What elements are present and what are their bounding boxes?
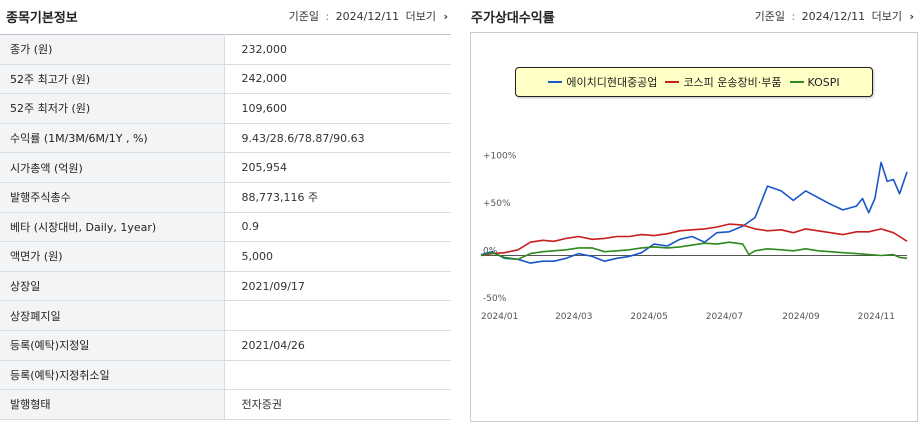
row-label: 발행형태 — [0, 389, 225, 420]
table-row: 액면가 (원) 5,000 — [0, 241, 451, 272]
chevron-right-icon[interactable]: › — [909, 10, 914, 23]
row-value — [224, 360, 451, 391]
row-label: 베타 (시장대비, Daily, 1year) — [0, 212, 225, 243]
legend-swatch — [665, 81, 680, 83]
row-value: 242,000 — [224, 64, 451, 95]
reference-date-separator: : — [791, 10, 796, 23]
y-tick-label: +100% — [483, 152, 517, 162]
table-row: 상장일 2021/09/17 — [0, 271, 451, 302]
table-row: 등록(예탁)지정취소일 — [0, 360, 451, 391]
row-value: 전자증권 — [224, 389, 451, 420]
x-tick-label: 2024/11 — [858, 312, 895, 322]
legend-item: KOSPI — [789, 75, 840, 89]
row-label: 등록(예탁)지정취소일 — [0, 360, 225, 391]
panel-header: 종목기본정보 기준일 : 2024/12/11 더보기 › — [0, 0, 452, 30]
reference-date: 기준일 : 2024/12/11 더보기 › — [755, 8, 914, 24]
row-label: 등록(예탁)지정일 — [0, 330, 225, 361]
row-value: 2021/04/26 — [224, 330, 451, 361]
panel-header: 주가상대수익률 기준일 : 2024/12/11 더보기 › — [470, 0, 918, 30]
row-label: 52주 최저가 (원) — [0, 93, 225, 124]
more-link[interactable]: 더보기 — [871, 10, 902, 23]
x-tick-label: 2024/09 — [782, 312, 820, 322]
legend-swatch — [789, 81, 804, 83]
legend-swatch — [548, 81, 563, 83]
row-label: 발행주식총수 — [0, 182, 225, 213]
row-label: 시가총액 (억원) — [0, 152, 225, 183]
row-label: 액면가 (원) — [0, 241, 225, 272]
panel-title: 종목기본정보 — [6, 11, 78, 26]
table-row: 발행주식총수 88,773,116 주 — [0, 182, 451, 213]
table-row: 시가총액 (억원) 205,954 — [0, 152, 451, 183]
reference-date-separator: : — [325, 10, 330, 23]
table-row: 베타 (시장대비, Daily, 1year) 0.9 — [0, 212, 451, 243]
row-label: 상장폐지일 — [0, 300, 225, 331]
y-tick-label: -50% — [483, 294, 507, 304]
table-row: 등록(예탁)지정일 2021/04/26 — [0, 330, 451, 361]
table-row: 52주 최고가 (원) 242,000 — [0, 64, 451, 95]
row-label: 상장일 — [0, 271, 225, 302]
reference-date-value: 2024/12/11 — [335, 10, 400, 23]
x-tick-label: 2024/07 — [706, 312, 743, 322]
legend-item: 코스피 운송장비·부품 — [665, 74, 782, 90]
table-row: 수익률 (1M/3M/6M/1Y , %) 9.43/28.6/78.87/90.… — [0, 123, 451, 154]
row-value: 109,600 — [224, 93, 451, 124]
panel-title: 주가상대수익률 — [471, 11, 555, 26]
table-row: 52주 최저가 (원) 109,600 — [0, 93, 451, 124]
row-value: 205,954 — [224, 152, 451, 183]
series-line-2 — [480, 241, 908, 261]
y-tick-label: +50% — [483, 199, 511, 209]
x-tick-label: 2024/05 — [630, 312, 667, 322]
table-row: 상장폐지일 — [0, 300, 451, 331]
chart-legend: 에이치디현대중공업 코스피 운송장비·부품 KOSPI — [515, 67, 873, 97]
row-value: 9.43/28.6/78.87/90.63 — [224, 123, 451, 154]
row-value: 88,773,116 주 — [224, 182, 451, 213]
table-row: 종가 (원) 232,000 — [0, 34, 451, 65]
row-value — [224, 300, 451, 331]
series-line-1 — [480, 223, 908, 257]
row-label: 수익률 (1M/3M/6M/1Y , %) — [0, 123, 225, 154]
row-label: 종가 (원) — [0, 34, 225, 65]
legend-item: 에이치디현대중공업 — [548, 74, 657, 90]
x-tick-label: 2024/01 — [481, 312, 518, 322]
chevron-right-icon[interactable]: › — [443, 10, 448, 23]
row-value: 2021/09/17 — [224, 271, 451, 302]
row-label: 52주 최고가 (원) — [0, 64, 225, 95]
legend-label: KOSPI — [807, 75, 840, 89]
legend-label: 에이치디현대중공업 — [566, 76, 658, 89]
relative-return-panel: 주가상대수익률 기준일 : 2024/12/11 더보기 › +100% +50%… — [470, 0, 918, 430]
reference-date-label: 기준일 — [288, 10, 319, 23]
stock-basic-info-panel: 종목기본정보 기준일 : 2024/12/11 더보기 › 종가 (원) 232,… — [0, 0, 452, 430]
series-line-0 — [480, 161, 908, 264]
stock-info-table: 종가 (원) 232,000 52주 최고가 (원) 242,000 52주 최저가 (… — [0, 34, 451, 420]
reference-date-label: 기준일 — [754, 10, 785, 23]
row-value: 5,000 — [224, 241, 451, 272]
chart-plot: +100%+50%0%-50%2024/01 2024/03 2024/05 2024… — [480, 152, 908, 322]
relative-return-chart: +100% +50% 0% -50% 2024/01 2024/03 2024/05 2024… — [470, 32, 918, 422]
row-value: 232,000 — [224, 34, 451, 65]
more-link[interactable]: 더보기 — [405, 10, 436, 23]
table-row: 발행형태 전자증권 — [0, 389, 451, 420]
reference-date: 기준일 : 2024/12/11 더보기 › — [289, 8, 448, 24]
legend-label: 코스피 운송장비·부품 — [683, 76, 782, 89]
reference-date-value: 2024/12/11 — [801, 10, 866, 23]
row-value: 0.9 — [224, 212, 451, 243]
x-tick-label: 2024/03 — [555, 312, 592, 322]
